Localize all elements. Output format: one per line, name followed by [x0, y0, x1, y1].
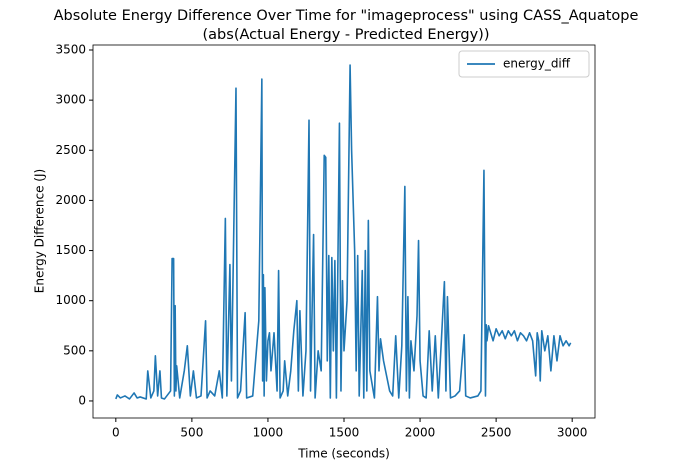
legend-box: [458, 50, 590, 78]
y-tick-label: 2000: [55, 193, 86, 207]
x-axis-label: Time (seconds): [297, 447, 390, 461]
y-tick-label: 0: [78, 393, 86, 407]
y-tick-label: 1500: [55, 243, 86, 257]
data-line: [115, 64, 572, 400]
x-tick-label: 2500: [481, 426, 512, 440]
chart-title: Absolute Energy Difference Over Time for…: [54, 8, 639, 24]
chart-subtitle: (abs(Actual Energy - Predicted Energy)): [203, 27, 490, 43]
y-tick-label: 1000: [55, 293, 86, 307]
x-tick-label: 500: [180, 426, 203, 440]
y-axis-label: Energy Difference (J): [33, 169, 47, 293]
x-tick-label: 0: [112, 426, 120, 440]
x-tick-label: 1000: [253, 426, 284, 440]
y-tick-label: 3000: [55, 93, 86, 107]
y-tick-label: 500: [63, 343, 86, 357]
axes-frame: [92, 44, 596, 419]
legend-label: energy_diff: [503, 57, 571, 71]
y-tick-label: 3500: [55, 43, 86, 57]
x-tick-label: 1500: [329, 426, 360, 440]
x-tick-label: 3000: [557, 426, 588, 440]
x-tick-label: 2000: [405, 426, 436, 440]
y-tick-label: 2500: [55, 143, 86, 157]
